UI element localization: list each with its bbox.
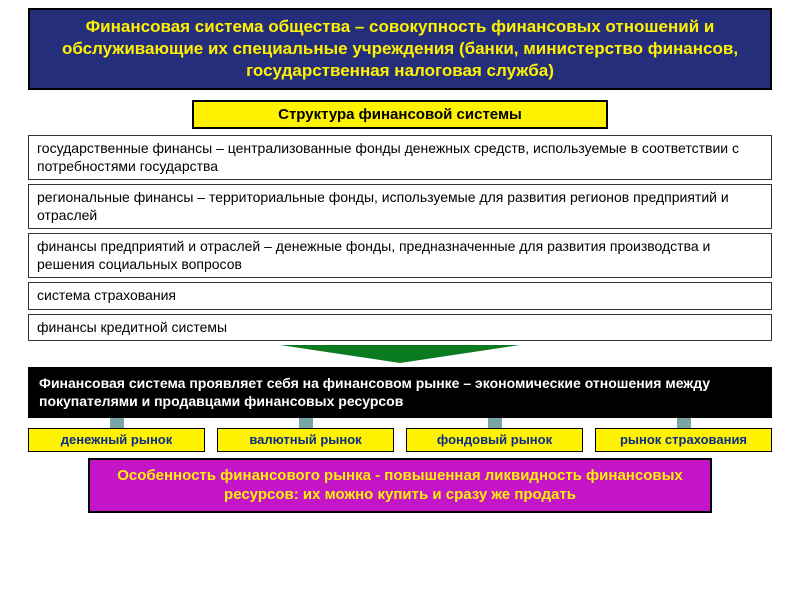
market-column: денежный рынок (28, 418, 205, 452)
market-box: рынок страхования (595, 428, 772, 452)
market-column: валютный рынок (217, 418, 394, 452)
connector-icon (110, 418, 124, 428)
structure-item: финансы предприятий и отраслей – денежны… (28, 233, 772, 278)
structure-item: региональные финансы – территориальные ф… (28, 184, 772, 229)
structure-items-list: государственные финансы – централизованн… (28, 135, 772, 341)
market-column: рынок страхования (595, 418, 772, 452)
market-column: фондовый рынок (406, 418, 583, 452)
section-title-structure: Структура финансовой системы (192, 100, 609, 129)
header-text: Финансовая система общества – совокупнос… (62, 17, 738, 80)
arrow-down-icon (280, 345, 520, 363)
structure-item: система страхования (28, 282, 772, 310)
market-box: валютный рынок (217, 428, 394, 452)
connector-icon (299, 418, 313, 428)
structure-item: государственные финансы – централизованн… (28, 135, 772, 180)
connector-icon (677, 418, 691, 428)
footer-text: Особенность финансового рынка - повышенн… (117, 467, 683, 504)
footer-feature: Особенность финансового рынка - повышенн… (88, 458, 713, 513)
financial-market-definition: Финансовая система проявляет себя на фин… (28, 367, 772, 417)
connector-icon (488, 418, 502, 428)
section-title-text: Структура финансовой системы (278, 106, 522, 123)
black-box-text: Финансовая система проявляет себя на фин… (39, 375, 710, 409)
markets-row: денежный рынок валютный рынок фондовый рын… (28, 418, 772, 452)
market-box: денежный рынок (28, 428, 205, 452)
header-definition: Финансовая система общества – совокупнос… (28, 8, 772, 90)
market-box: фондовый рынок (406, 428, 583, 452)
structure-item: финансы кредитной системы (28, 314, 772, 342)
